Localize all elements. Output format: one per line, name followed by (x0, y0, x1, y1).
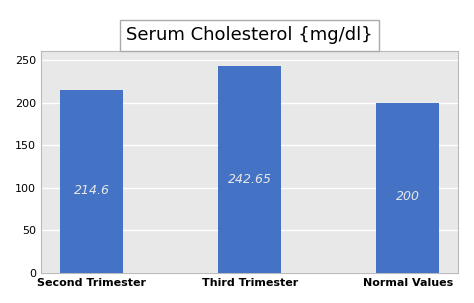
Title: Serum Cholesterol {mg/dl}: Serum Cholesterol {mg/dl} (127, 26, 373, 44)
Text: 214.6: 214.6 (73, 184, 109, 197)
Bar (376, 102, 439, 273)
Bar (60, 90, 123, 273)
Text: 242.65: 242.65 (228, 174, 272, 187)
Bar (218, 66, 281, 273)
Text: 200: 200 (396, 190, 420, 203)
